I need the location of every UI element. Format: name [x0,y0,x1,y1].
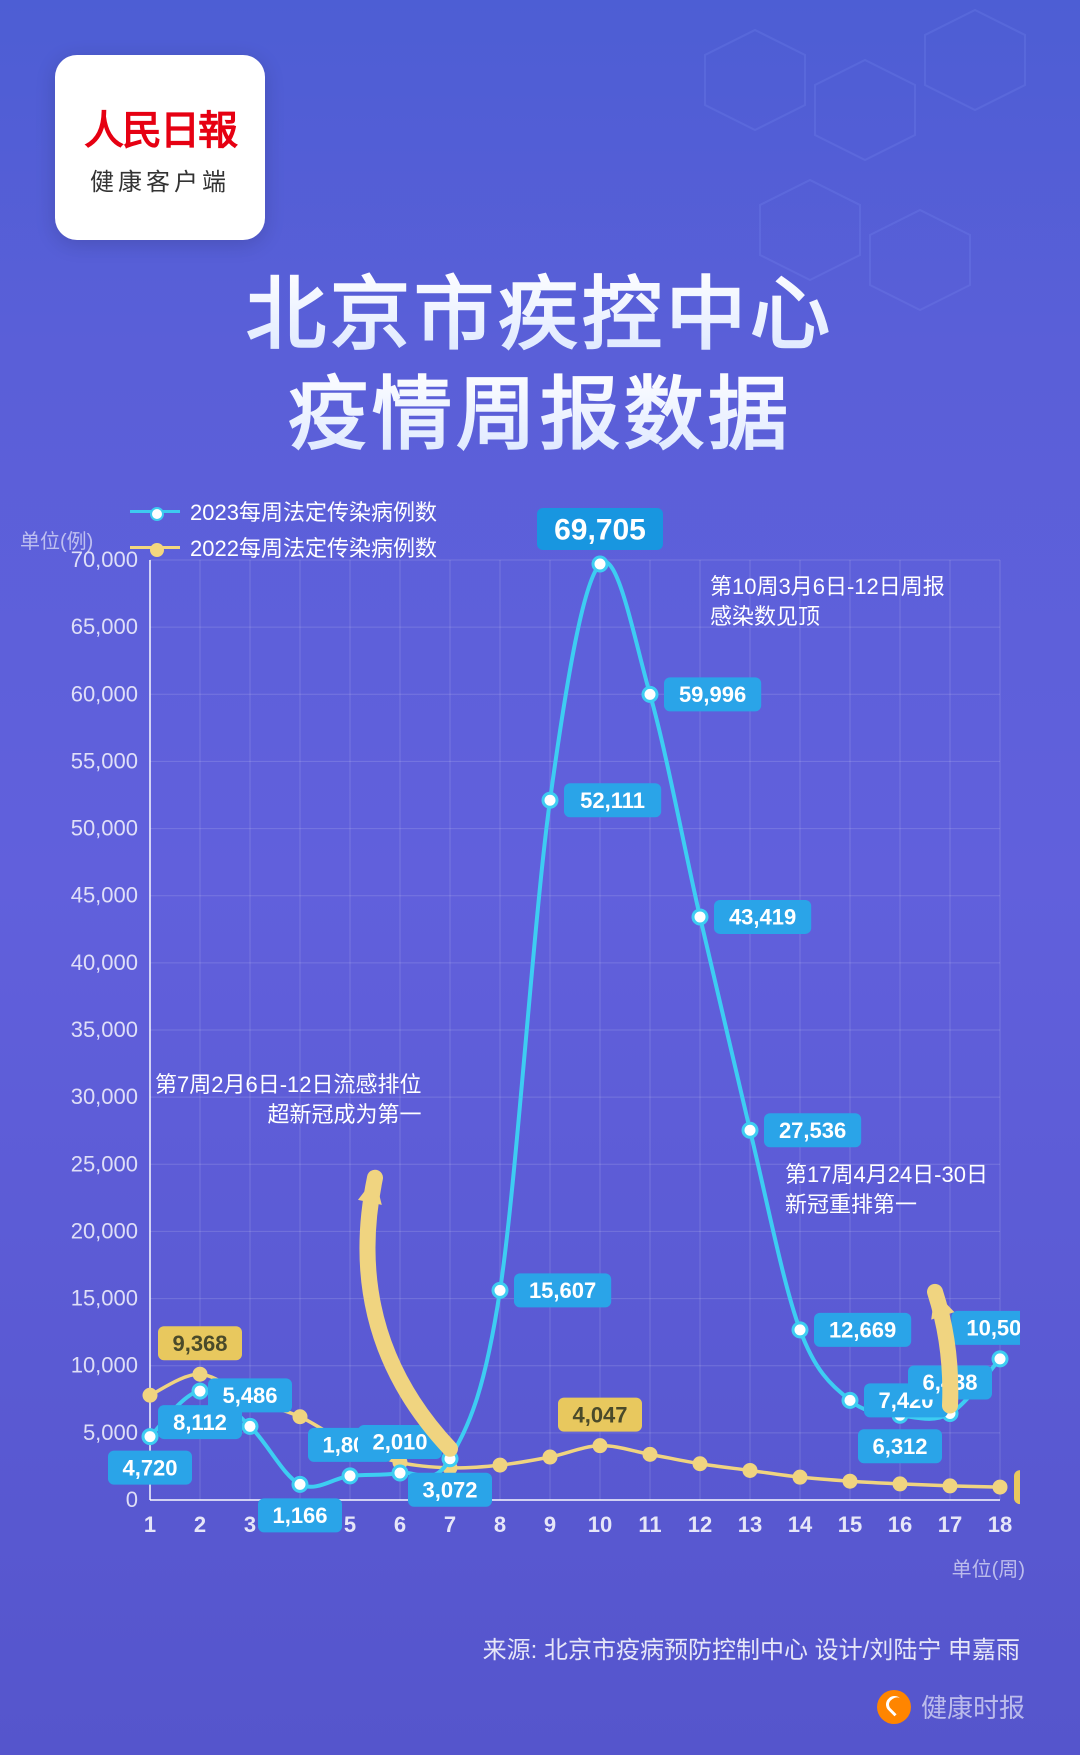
svg-text:6: 6 [394,1512,406,1537]
svg-text:15,607: 15,607 [529,1278,596,1303]
svg-text:30,000: 30,000 [71,1084,138,1109]
svg-text:59,996: 59,996 [679,682,746,707]
logo: 人民日報 健康客户端 [55,55,265,240]
svg-text:70,000: 70,000 [71,547,138,572]
x-axis-unit: 单位(周) [952,1553,1025,1582]
svg-text:35,000: 35,000 [71,1017,138,1042]
watermark: 健康时报 [877,1688,1025,1725]
logo-main: 人民日報 [84,98,236,156]
watermark-text: 健康时报 [921,1688,1025,1725]
svg-text:13: 13 [738,1512,762,1537]
svg-text:0: 0 [126,1487,138,1512]
svg-text:12: 12 [688,1512,712,1537]
svg-text:1: 1 [144,1512,156,1537]
source-text: 来源: 北京市疫病预防控制中心 设计/刘陆宁 申嘉雨 [483,1630,1020,1665]
svg-text:65,000: 65,000 [71,614,138,639]
svg-text:5: 5 [344,1512,356,1537]
logo-sub: 健康客户端 [90,162,230,197]
svg-text:8: 8 [494,1512,506,1537]
svg-text:15: 15 [838,1512,862,1537]
svg-text:3,072: 3,072 [422,1477,477,1502]
svg-text:27,536: 27,536 [779,1118,846,1143]
svg-text:25,000: 25,000 [71,1151,138,1176]
page-title: 北京市疾控中心 疫情周报数据 [0,265,1080,465]
svg-text:12,669: 12,669 [829,1318,896,1343]
title-line2: 疫情周报数据 [0,365,1080,465]
svg-text:8,112: 8,112 [173,1410,227,1435]
chart: 0 5,000 10,000 15,000 20,000 25,000 30,000 35,0… [60,500,1020,1550]
svg-text:10: 10 [588,1512,612,1537]
svg-text:50,000: 50,000 [71,816,138,841]
svg-text:3: 3 [244,1512,256,1537]
weibo-icon [877,1690,911,1724]
svg-text:10,000: 10,000 [71,1353,138,1378]
svg-text:20,000: 20,000 [71,1218,138,1243]
svg-text:69,705: 69,705 [554,513,646,546]
svg-text:5,486: 5,486 [222,1383,277,1408]
svg-text:2,010: 2,010 [372,1430,427,1455]
svg-text:2: 2 [194,1512,206,1537]
svg-text:17: 17 [938,1512,962,1537]
svg-text:45,000: 45,000 [71,883,138,908]
svg-text:4,047: 4,047 [572,1402,627,1427]
svg-text:60,000: 60,000 [71,681,138,706]
svg-text:16: 16 [888,1512,912,1537]
svg-text:9: 9 [544,1512,556,1537]
svg-text:40,000: 40,000 [71,950,138,975]
svg-text:14: 14 [788,1512,813,1537]
svg-text:9,368: 9,368 [172,1331,227,1356]
svg-text:6,312: 6,312 [872,1434,927,1459]
svg-text:7: 7 [444,1512,456,1537]
svg-text:4,720: 4,720 [122,1455,177,1480]
svg-text:11: 11 [638,1512,661,1537]
svg-text:1,166: 1,166 [272,1503,327,1528]
annotation-week7: 第7周2月6日-12日流感排位 超新冠成为第一 [155,1070,422,1129]
svg-text:5,000: 5,000 [83,1420,138,1445]
svg-text:52,111: 52,111 [580,788,645,813]
svg-text:43,419: 43,419 [729,905,796,930]
svg-text:55,000: 55,000 [71,748,138,773]
svg-text:18: 18 [988,1512,1012,1537]
svg-text:10,508: 10,508 [966,1316,1020,1341]
annotation-peak: 第10周3月6日-12日周报 感染数见顶 [710,572,945,631]
title-line1: 北京市疾控中心 [0,265,1080,365]
svg-text:15,000: 15,000 [71,1286,138,1311]
annotation-week17: 第17周4月24日-30日 新冠重排第一 [785,1160,988,1219]
